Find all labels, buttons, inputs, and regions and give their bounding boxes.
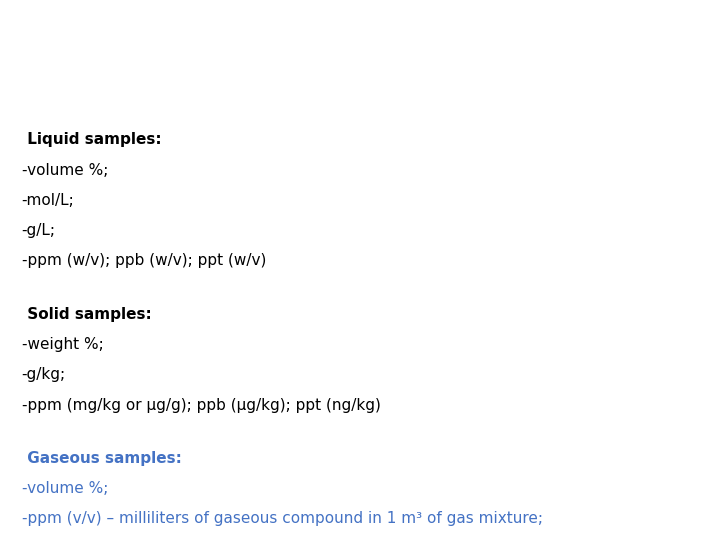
Text: -ppm (w/v); ppb (w/v); ppt (w/v): -ppm (w/v); ppb (w/v); ppt (w/v) <box>22 253 266 268</box>
Text: Liquid samples:: Liquid samples: <box>22 132 161 147</box>
Text: Gaseous samples:: Gaseous samples: <box>22 451 181 466</box>
Text: -volume %;: -volume %; <box>22 163 108 178</box>
Text: -volume %;: -volume %; <box>22 481 108 496</box>
Text: -weight %;: -weight %; <box>22 337 104 352</box>
Text: Solid samples:: Solid samples: <box>22 307 151 322</box>
Text: -g/kg;: -g/kg; <box>22 367 66 382</box>
Text: -mol/L;: -mol/L; <box>22 193 74 208</box>
Text: -g/L;: -g/L; <box>22 223 55 238</box>
Text: Units of concentrations of gases: Units of concentrations of gases <box>91 43 629 77</box>
Text: -ppm (mg/kg or μg/g); ppb (μg/kg); ppt (ng/kg): -ppm (mg/kg or μg/g); ppb (μg/kg); ppt (… <box>22 397 380 413</box>
Text: -ppm (v/v) – milliliters of gaseous compound in 1 m³ of gas mixture;: -ppm (v/v) – milliliters of gaseous comp… <box>22 511 543 526</box>
